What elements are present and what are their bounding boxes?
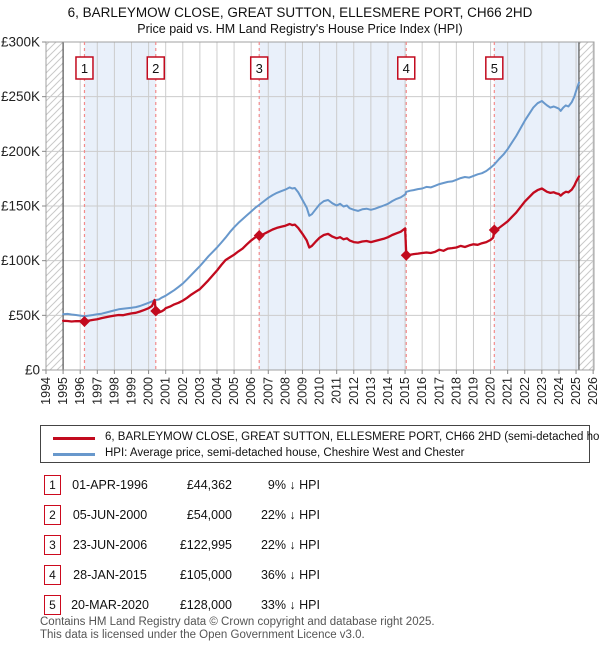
license-footer: Contains HM Land Registry data © Crown c… bbox=[40, 616, 435, 641]
hpi-line-swatch bbox=[53, 453, 95, 456]
x-axis-label: 1995 bbox=[56, 377, 70, 405]
page-subtitle: Price paid vs. HM Land Registry's House … bbox=[137, 22, 463, 36]
sale-marker-diamond bbox=[78, 315, 90, 327]
footer-line1: Contains HM Land Registry data © Crown c… bbox=[40, 616, 435, 628]
sale-date: 20-MAR-2020 bbox=[71, 598, 149, 612]
sale-number: 1 bbox=[81, 61, 88, 76]
sale-marker-diamond bbox=[253, 230, 265, 242]
x-axis-label: 2003 bbox=[193, 377, 207, 405]
sale-number-badge: 4 bbox=[44, 565, 61, 585]
sale-number: 4 bbox=[403, 61, 410, 76]
sale-number-box bbox=[397, 56, 416, 80]
x-axis-label: 1999 bbox=[124, 377, 138, 405]
x-axis-label: 2006 bbox=[244, 377, 258, 405]
y-axis-label: £0 bbox=[25, 363, 40, 378]
sale-number-box bbox=[485, 56, 504, 80]
x-axis-label: 1997 bbox=[90, 377, 104, 405]
sale-price: £122,995 bbox=[179, 538, 232, 552]
x-axis-label: 2014 bbox=[381, 377, 395, 405]
legend-label: 6, BARLEYMOW CLOSE, GREAT SUTTON, ELLESM… bbox=[105, 431, 600, 443]
x-axis-label: 1996 bbox=[73, 377, 87, 405]
x-axis-label: 2004 bbox=[210, 377, 224, 405]
x-axis-label: 2001 bbox=[159, 377, 173, 405]
x-axis-label: 2022 bbox=[518, 377, 532, 405]
sale-number-badge: 3 bbox=[44, 535, 61, 555]
legend-label: HPI: Average price, semi-detached house,… bbox=[105, 447, 465, 459]
no-data-hatch bbox=[46, 42, 64, 370]
x-axis-label: 2012 bbox=[347, 377, 361, 405]
table-row: 5 20-MAR-2020 £128,000 33% ↓ HPI bbox=[0, 595, 600, 615]
sale-price: £128,000 bbox=[179, 598, 232, 612]
x-axis-label: 2013 bbox=[364, 377, 378, 405]
sale-number-box bbox=[146, 56, 166, 80]
x-axis-label: 2002 bbox=[176, 377, 190, 405]
page-title: 6, BARLEYMOW CLOSE, GREAT SUTTON, ELLESM… bbox=[67, 5, 533, 20]
table-row: 3 23-JUN-2006 £122,995 22% ↓ HPI bbox=[0, 535, 600, 555]
sale-number-badge: 2 bbox=[44, 505, 61, 525]
sale-marker-diamond bbox=[150, 305, 162, 317]
y-axis-label: £100K bbox=[1, 253, 40, 268]
x-axis-label: 2009 bbox=[295, 377, 309, 405]
table-row: 1 01-APR-1996 £44,362 9% ↓ HPI bbox=[0, 475, 600, 495]
sale-price: £105,000 bbox=[179, 568, 232, 582]
sale-number-box bbox=[249, 56, 269, 80]
x-axis-label: 2020 bbox=[484, 377, 498, 405]
y-axis-label: £150K bbox=[1, 199, 40, 214]
x-axis-label: 2000 bbox=[142, 377, 156, 405]
x-axis-label: 2023 bbox=[535, 377, 549, 405]
y-axis-label: £250K bbox=[1, 89, 40, 104]
footer-line2: This data is licensed under the Open Gov… bbox=[40, 628, 365, 641]
x-axis-label: 2021 bbox=[501, 377, 515, 405]
sale-pct-vs-hpi: 22% ↓ HPI bbox=[260, 508, 320, 522]
sale-marker-diamond bbox=[400, 249, 412, 261]
sale-date: 05-JUN-2000 bbox=[72, 508, 148, 522]
x-axis-label: 2008 bbox=[278, 377, 292, 405]
table-row: 4 28-JAN-2015 £105,000 36% ↓ HPI bbox=[0, 565, 600, 585]
sale-date: 28-JAN-2015 bbox=[73, 568, 147, 582]
sale-number-badge: 1 bbox=[44, 475, 61, 495]
legend-item-hpi: HPI: Average price, semi-detached house,… bbox=[41, 445, 589, 462]
x-axis-label: 2025 bbox=[569, 377, 583, 405]
x-axis-label: 2024 bbox=[552, 377, 566, 405]
x-axis-label: 1998 bbox=[107, 377, 121, 405]
x-axis-label: 2011 bbox=[330, 377, 344, 404]
x-axis-label: 2018 bbox=[449, 377, 463, 405]
x-axis-label: 2019 bbox=[466, 377, 480, 405]
x-axis-label: 2017 bbox=[432, 377, 446, 405]
table-row: 2 05-JUN-2000 £54,000 22% ↓ HPI bbox=[0, 505, 600, 525]
sale-pct-vs-hpi: 9% ↓ HPI bbox=[267, 478, 320, 492]
sale-price: £54,000 bbox=[186, 508, 232, 522]
x-axis-label: 2026 bbox=[586, 377, 600, 405]
sale-marker-diamond bbox=[488, 224, 500, 236]
sale-pct-vs-hpi: 22% ↓ HPI bbox=[260, 538, 320, 552]
sale-date: 23-JUN-2006 bbox=[72, 538, 148, 552]
sale-number: 5 bbox=[491, 61, 498, 76]
x-axis-label: 2016 bbox=[415, 377, 429, 405]
price-history-chart: 1 2 3 4 5 £0 £50K £100K £150K £200K £250K £300K 1994… bbox=[1, 35, 600, 405]
sale-price: £44,362 bbox=[186, 478, 232, 492]
chart-legend: 6, BARLEYMOW CLOSE, GREAT SUTTON, ELLESM… bbox=[40, 425, 600, 463]
x-axis-label: 1994 bbox=[39, 377, 53, 405]
sale-pct-vs-hpi: 36% ↓ HPI bbox=[260, 568, 320, 582]
x-axis-label: 2015 bbox=[398, 377, 412, 405]
x-axis-label: 2007 bbox=[261, 377, 275, 405]
x-axis-label: 2005 bbox=[227, 377, 241, 405]
sale-number-box bbox=[75, 56, 94, 80]
sale-date: 01-APR-1996 bbox=[72, 478, 148, 492]
y-axis-label: £50K bbox=[8, 308, 40, 323]
y-axis-label: £200K bbox=[1, 144, 40, 159]
sale-number-badge: 5 bbox=[44, 595, 61, 615]
legend-item-price-paid: 6, BARLEYMOW CLOSE, GREAT SUTTON, ELLESM… bbox=[41, 429, 600, 446]
x-axis-label: 2010 bbox=[313, 377, 327, 405]
no-data-hatch bbox=[578, 42, 594, 370]
sale-number: 2 bbox=[152, 61, 159, 76]
sale-pct-vs-hpi: 33% ↓ HPI bbox=[260, 598, 320, 612]
y-axis-label: £300K bbox=[1, 35, 40, 50]
price-paid-line-swatch bbox=[53, 437, 95, 440]
sale-number: 3 bbox=[256, 61, 263, 76]
